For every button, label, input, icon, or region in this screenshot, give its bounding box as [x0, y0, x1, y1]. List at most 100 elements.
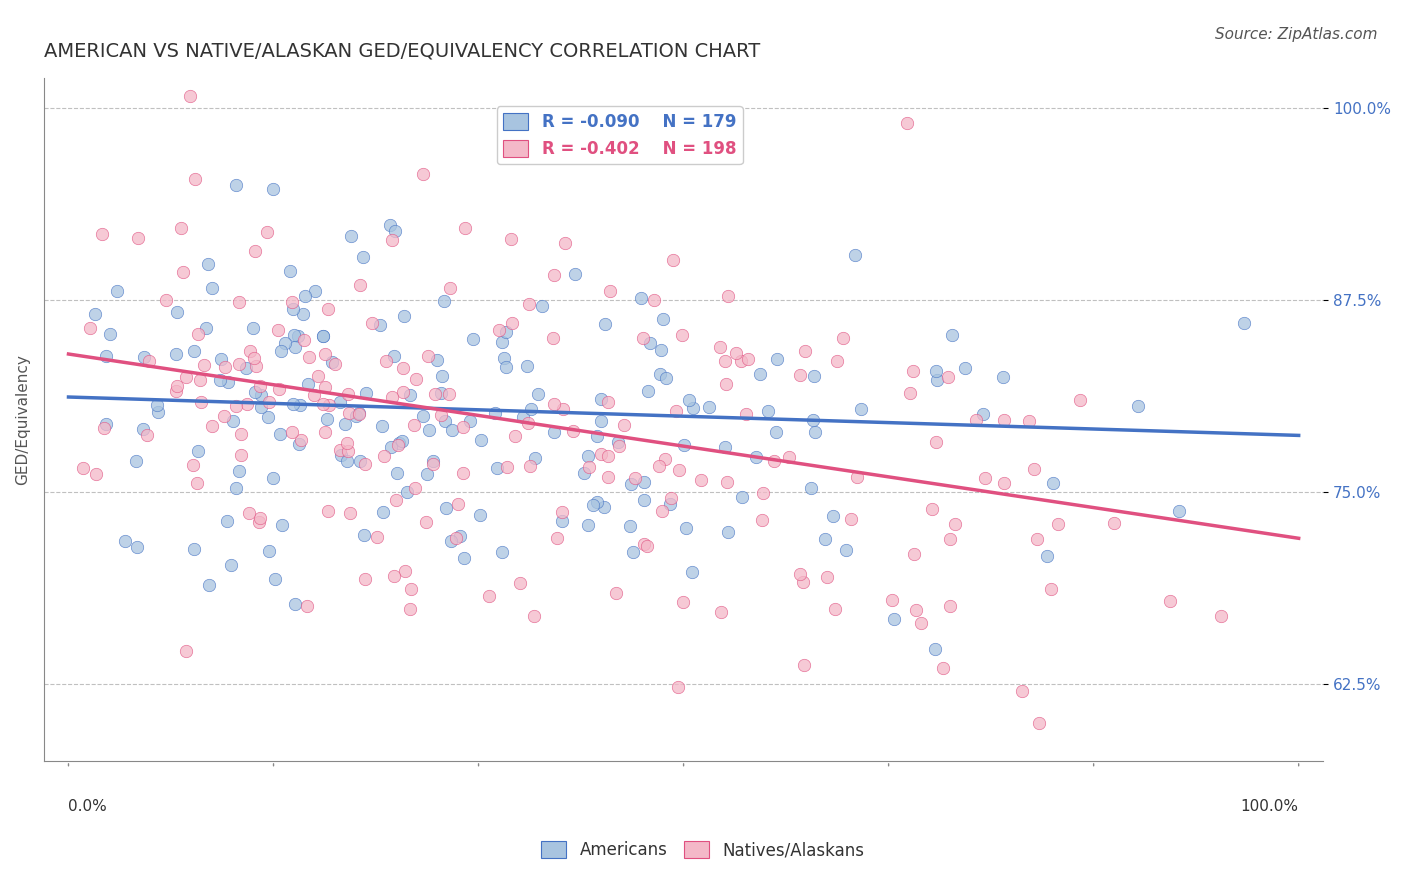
Point: [766, 351, 789, 366]
Point: [439, 281, 461, 295]
Point: [675, 521, 697, 535]
Point: [834, 543, 856, 558]
Point: [172, 265, 194, 279]
Point: [714, 377, 737, 392]
Point: [658, 497, 681, 511]
Point: [451, 466, 474, 480]
Point: [388, 435, 411, 450]
Point: [623, 471, 645, 485]
Point: [256, 225, 278, 239]
Point: [155, 293, 177, 307]
Point: [238, 506, 260, 520]
Point: [939, 532, 962, 546]
Point: [284, 597, 307, 611]
Point: [186, 475, 208, 490]
Point: [361, 317, 384, 331]
Point: [380, 218, 402, 232]
Legend: R = -0.090    N = 179, R = -0.402    N = 198: R = -0.090 N = 179, R = -0.402 N = 198: [496, 106, 742, 164]
Point: [717, 288, 740, 302]
Point: [619, 519, 641, 533]
Point: [269, 427, 291, 442]
Point: [716, 475, 738, 489]
Point: [366, 531, 388, 545]
Point: [340, 229, 363, 244]
Text: 0.0%: 0.0%: [69, 799, 107, 814]
Point: [582, 498, 605, 512]
Point: [546, 531, 568, 545]
Point: [643, 293, 665, 308]
Point: [271, 517, 294, 532]
Point: [551, 505, 574, 519]
Point: [312, 328, 335, 343]
Point: [585, 428, 607, 442]
Point: [193, 358, 215, 372]
Point: [630, 291, 652, 305]
Point: [453, 220, 475, 235]
Point: [814, 533, 837, 547]
Point: [297, 377, 319, 392]
Point: [655, 371, 678, 385]
Point: [392, 384, 415, 399]
Point: [373, 505, 395, 519]
Point: [652, 312, 675, 326]
Point: [98, 327, 121, 342]
Point: [262, 471, 284, 485]
Point: [804, 425, 827, 439]
Point: [789, 566, 811, 581]
Point: [844, 248, 866, 262]
Point: [665, 403, 688, 417]
Point: [94, 349, 117, 363]
Point: [329, 442, 352, 457]
Point: [215, 514, 238, 528]
Point: [422, 457, 444, 471]
Point: [596, 394, 619, 409]
Point: [222, 414, 245, 428]
Point: [651, 504, 673, 518]
Point: [166, 378, 188, 392]
Point: [460, 413, 482, 427]
Point: [523, 609, 546, 624]
Point: [519, 459, 541, 474]
Point: [418, 423, 440, 437]
Point: [499, 232, 522, 246]
Point: [374, 353, 396, 368]
Point: [287, 329, 309, 343]
Point: [259, 395, 281, 409]
Point: [405, 372, 427, 386]
Point: [659, 491, 682, 506]
Point: [654, 452, 676, 467]
Point: [512, 410, 534, 425]
Point: [681, 566, 703, 580]
Point: [697, 400, 720, 414]
Point: [517, 297, 540, 311]
Point: [762, 454, 785, 468]
Point: [939, 599, 962, 613]
Text: 100.0%: 100.0%: [1240, 799, 1299, 814]
Text: AMERICAN VS NATIVE/ALASKAN GED/EQUIVALENCY CORRELATION CHART: AMERICAN VS NATIVE/ALASKAN GED/EQUIVALEN…: [44, 42, 761, 61]
Point: [278, 264, 301, 278]
Point: [249, 379, 271, 393]
Point: [333, 417, 356, 431]
Point: [593, 317, 616, 331]
Point: [1040, 582, 1063, 597]
Point: [541, 330, 564, 344]
Point: [349, 454, 371, 468]
Point: [125, 453, 148, 467]
Point: [79, 320, 101, 334]
Point: [429, 408, 451, 422]
Point: [384, 493, 406, 508]
Point: [765, 425, 787, 440]
Point: [543, 268, 565, 283]
Point: [449, 529, 471, 543]
Point: [336, 444, 359, 458]
Point: [283, 301, 305, 316]
Point: [631, 331, 654, 345]
Point: [353, 528, 375, 542]
Point: [96, 417, 118, 431]
Point: [290, 433, 312, 447]
Point: [520, 401, 543, 416]
Point: [941, 327, 963, 342]
Point: [974, 471, 997, 485]
Point: [214, 360, 236, 375]
Point: [243, 384, 266, 399]
